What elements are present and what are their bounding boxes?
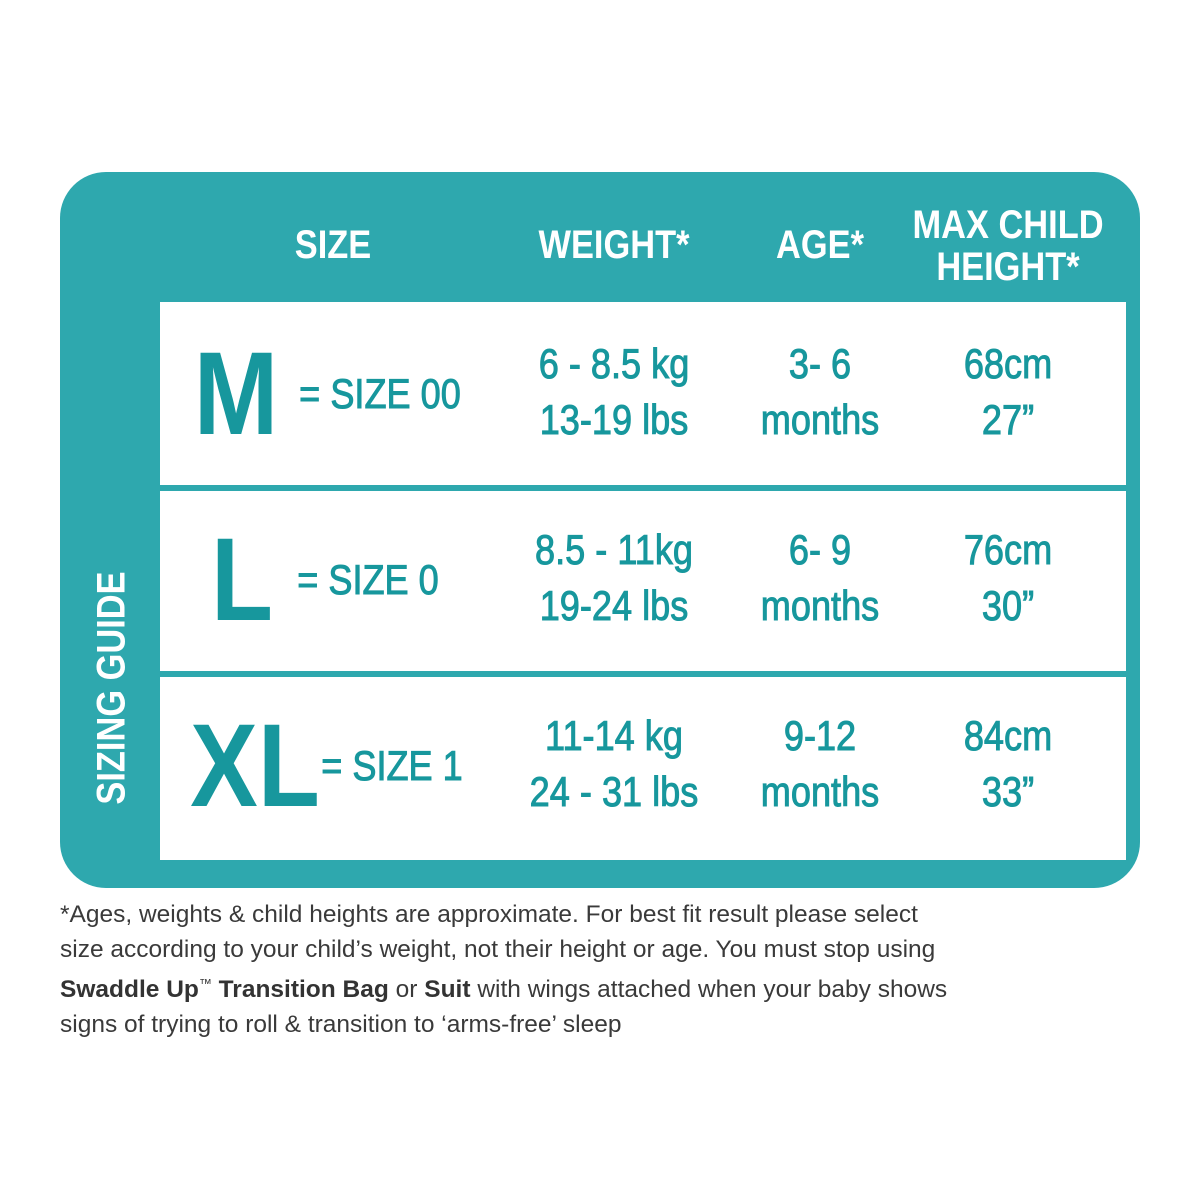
age-value: 6- 9 <box>788 526 852 573</box>
column-header: AGE* <box>776 223 864 267</box>
footnote-text: signs of trying to roll & transition to … <box>60 1010 622 1038</box>
size-letter: M <box>193 328 279 460</box>
height-value: 27” <box>981 396 1035 443</box>
footnote-line: Swaddle Up™ Transition Bag or Suit with … <box>60 967 1160 1008</box>
weight-value: 6 - 8.5 kg <box>538 340 690 387</box>
footnote-text: Swaddle Up <box>60 976 199 1004</box>
weight-value: 13-19 lbs <box>539 396 689 443</box>
weight-value: 8.5 - 11kg <box>535 526 694 573</box>
height-value: 84cm <box>963 712 1053 759</box>
table-body <box>160 302 1126 860</box>
age-value: months <box>760 768 880 815</box>
size-label: = SIZE 0 <box>297 556 439 603</box>
column-header: WEIGHT* <box>538 223 690 267</box>
footnote-line: signs of trying to roll & transition to … <box>60 1008 1160 1043</box>
height-value: 68cm <box>963 340 1053 387</box>
footnote-text: *Ages, weights & child heights are appro… <box>60 901 918 928</box>
age-value: months <box>760 582 880 629</box>
height-value: 76cm <box>963 526 1053 573</box>
side-label: SIZING GUIDE <box>89 571 134 805</box>
age-value: 3- 6 <box>788 340 852 387</box>
footnote-text: Suit <box>424 976 471 1004</box>
weight-value: 11-14 kg <box>545 712 684 759</box>
footnote-text: Transition Bag <box>211 976 389 1004</box>
footnote: *Ages, weights & child heights are appro… <box>60 898 1160 1042</box>
age-value: months <box>760 396 880 443</box>
size-label: = SIZE 1 <box>321 742 463 789</box>
size-label: = SIZE 00 <box>299 370 461 417</box>
age-value: 9-12 <box>783 712 857 759</box>
weight-value: 24 - 31 lbs <box>529 768 699 815</box>
row-divider <box>160 671 1126 677</box>
size-letter: XL <box>190 700 320 832</box>
footnote-text: with wings attached when your baby shows <box>470 976 948 1004</box>
weight-value: 19-24 lbs <box>539 582 689 629</box>
footnote-line: size according to your child’s weight, n… <box>60 933 1160 968</box>
height-value: 30” <box>981 582 1035 629</box>
size-letter: L <box>210 514 274 646</box>
column-header: SIZE <box>294 223 372 267</box>
footnote-text: ™ <box>198 976 212 991</box>
height-value: 33” <box>981 768 1035 815</box>
footnote-line: *Ages, weights & child heights are appro… <box>60 898 1160 933</box>
footnote-text: or <box>388 976 425 1004</box>
column-header: MAX CHILD <box>912 203 1104 247</box>
footnote-text: size according to your child’s weight, n… <box>60 935 936 963</box>
column-header: HEIGHT* <box>936 245 1080 289</box>
row-divider <box>160 485 1126 491</box>
